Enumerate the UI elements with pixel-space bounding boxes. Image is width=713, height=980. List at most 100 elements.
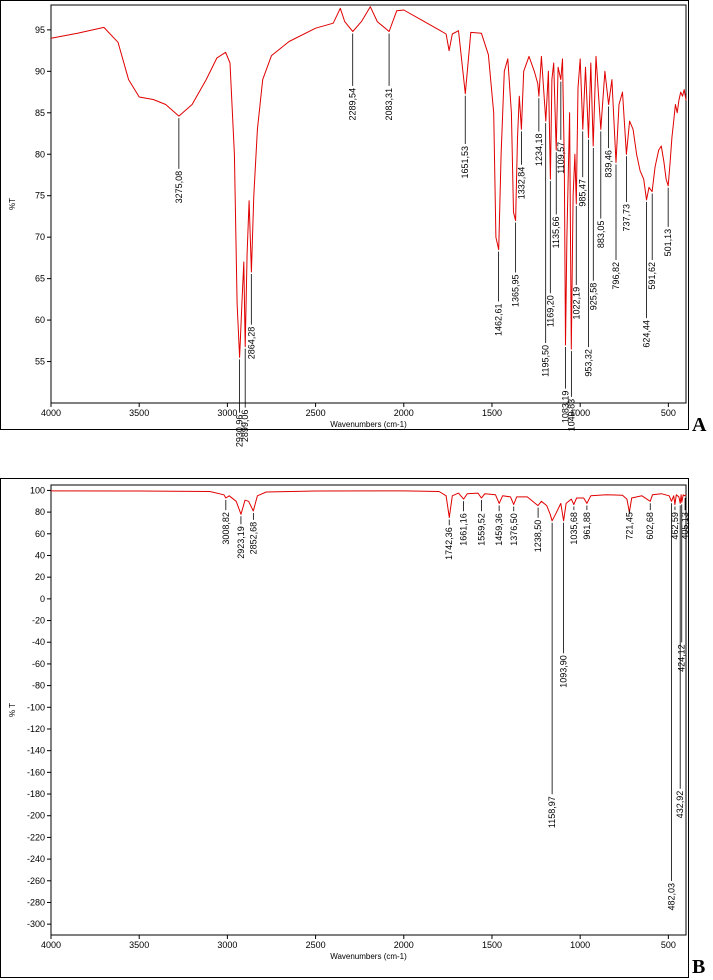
x-tick-label: 2500 bbox=[306, 940, 326, 950]
peak-label: 925,58 bbox=[588, 283, 598, 311]
y-tick-label: 20 bbox=[35, 572, 45, 582]
peak-label: 1332,84 bbox=[516, 167, 526, 200]
spectrum-chart-b: 4000 3500 3000 2500 2000 1500 1000 500 100 80 60 40… bbox=[8, 484, 690, 961]
y-tick-label: 100 bbox=[30, 485, 45, 495]
peak-label: 3008,82 bbox=[221, 512, 231, 545]
y-tick-label: 85 bbox=[35, 108, 45, 118]
y-tick-label: -160 bbox=[27, 767, 45, 777]
peak-label: 2923,19 bbox=[236, 526, 246, 559]
x-tick-label: 3000 bbox=[217, 408, 237, 418]
peak-label: 2083,31 bbox=[384, 88, 394, 121]
peak-label: 1742,36 bbox=[444, 527, 454, 560]
y-tick-label: 90 bbox=[35, 66, 45, 76]
y-tick-label: -60 bbox=[32, 659, 45, 669]
peak-label: 1093,90 bbox=[559, 655, 569, 688]
y-axis-title: % T bbox=[8, 703, 17, 717]
peak-label: 1035,68 bbox=[569, 512, 579, 545]
y-tick-label: 55 bbox=[35, 357, 45, 367]
y-tick-label: 80 bbox=[35, 507, 45, 517]
peak-label: 482,03 bbox=[667, 883, 677, 911]
x-tick-label: 3000 bbox=[217, 940, 237, 950]
y-tick-label: 0 bbox=[40, 594, 45, 604]
peak-label: 1651,53 bbox=[460, 146, 470, 179]
peak-label: 2864,28 bbox=[246, 327, 256, 360]
y-tick-label: 80 bbox=[35, 149, 45, 159]
y-tick-label: -300 bbox=[27, 919, 45, 929]
peak-label: 839,46 bbox=[603, 150, 613, 178]
y-tick-label: 65 bbox=[35, 274, 45, 284]
y-axis-title: %T bbox=[8, 198, 17, 210]
plot-frame bbox=[50, 484, 687, 936]
y-tick-label: 75 bbox=[35, 191, 45, 201]
y-tick-label: 60 bbox=[35, 529, 45, 539]
y-tick-label: -180 bbox=[27, 789, 45, 799]
y-tick-label: -100 bbox=[27, 702, 45, 712]
y-tick-label: -140 bbox=[27, 746, 45, 756]
y-tick-label: -120 bbox=[27, 724, 45, 734]
spectrum-panel-a: 4000 3500 3000 2500 2000 1500 1000 500 55 60 65 70 7… bbox=[0, 0, 689, 447]
x-tick-label: 2000 bbox=[394, 940, 414, 950]
panel-label-b: B bbox=[692, 956, 706, 978]
peak-label: 953,32 bbox=[583, 349, 593, 377]
y-tick-label: -80 bbox=[32, 681, 45, 691]
x-tick-label: 1500 bbox=[482, 940, 502, 950]
y-tick-label: -240 bbox=[27, 854, 45, 864]
peak-label: 2852,68 bbox=[248, 522, 258, 555]
peak-label: 591,62 bbox=[647, 262, 657, 290]
y-tick-label: -200 bbox=[27, 811, 45, 821]
x-tick-label: 1000 bbox=[570, 408, 590, 418]
spectrum-line bbox=[50, 490, 687, 522]
y-tick-label: 60 bbox=[35, 315, 45, 325]
peak-label: 796,82 bbox=[611, 262, 621, 290]
peak-label: 1376,50 bbox=[509, 513, 519, 546]
spectrum-chart-a: 4000 3500 3000 2500 2000 1500 1000 500 55 60 65 70 7… bbox=[8, 4, 687, 447]
peak-label: 1661,16 bbox=[459, 513, 469, 546]
peak-label: 1365,95 bbox=[511, 274, 521, 307]
y-tick-label: -260 bbox=[27, 876, 45, 886]
peak-label: 2930,96 bbox=[235, 415, 245, 448]
x-axis-title: Wavenumbers (cm-1) bbox=[330, 420, 407, 429]
peak-label: 624,44 bbox=[641, 320, 651, 348]
peak-label: 462,59 bbox=[670, 512, 680, 540]
x-tick-label: 500 bbox=[661, 408, 676, 418]
peak-label: 424,12 bbox=[677, 644, 687, 672]
panel-label-a: A bbox=[692, 414, 707, 436]
x-tick-label: 3500 bbox=[129, 408, 149, 418]
peak-label: 1049,83 bbox=[566, 399, 576, 432]
x-axis-title: Wavenumbers (cm-1) bbox=[330, 952, 407, 961]
peak-label: 1238,50 bbox=[533, 520, 543, 553]
peak-label: 1158,97 bbox=[547, 796, 557, 828]
peak-label: 883,05 bbox=[596, 221, 606, 249]
x-tick-label: 3500 bbox=[129, 940, 149, 950]
peak-label: 1169,20 bbox=[545, 295, 555, 327]
peak-label: 1459,36 bbox=[494, 513, 504, 546]
peak-label: 961,88 bbox=[582, 512, 592, 540]
peak-label: 1022,19 bbox=[571, 287, 581, 320]
peak-label: 2289,54 bbox=[348, 88, 358, 121]
y-tick-label: 40 bbox=[35, 550, 45, 560]
peak-label: 721,45 bbox=[624, 512, 634, 540]
y-tick-label: -220 bbox=[27, 832, 45, 842]
peak-label: 1083,19 bbox=[560, 391, 570, 424]
peak-label: 432,92 bbox=[675, 791, 685, 819]
x-tick-label: 4000 bbox=[41, 408, 61, 418]
peak-label: 602,68 bbox=[645, 512, 655, 540]
y-tick-label: 70 bbox=[35, 232, 45, 242]
peak-label: 1462,61 bbox=[494, 304, 504, 337]
peak-label: 1234,18 bbox=[534, 134, 544, 167]
peak-label: 1559,52 bbox=[476, 513, 486, 546]
x-tick-label: 1500 bbox=[482, 408, 502, 418]
spectrum-panel-b: 4000 3500 3000 2500 2000 1500 1000 500 100 80 60 40… bbox=[0, 478, 690, 978]
peak-label: 2899,06 bbox=[240, 410, 250, 443]
x-tick-label: 500 bbox=[661, 940, 676, 950]
peak-label: 1195,50 bbox=[541, 345, 551, 377]
peak-label: 1135,66 bbox=[551, 216, 561, 248]
peak-label: 501,13 bbox=[663, 229, 673, 257]
peak-label: 985,47 bbox=[578, 179, 588, 207]
y-tick-label: -40 bbox=[32, 637, 45, 647]
x-tick-label: 4000 bbox=[41, 940, 61, 950]
x-tick-label: 2000 bbox=[394, 408, 414, 418]
y-tick-label: 95 bbox=[35, 25, 45, 35]
plot-frame bbox=[50, 4, 687, 404]
spectrum-line bbox=[50, 6, 687, 358]
